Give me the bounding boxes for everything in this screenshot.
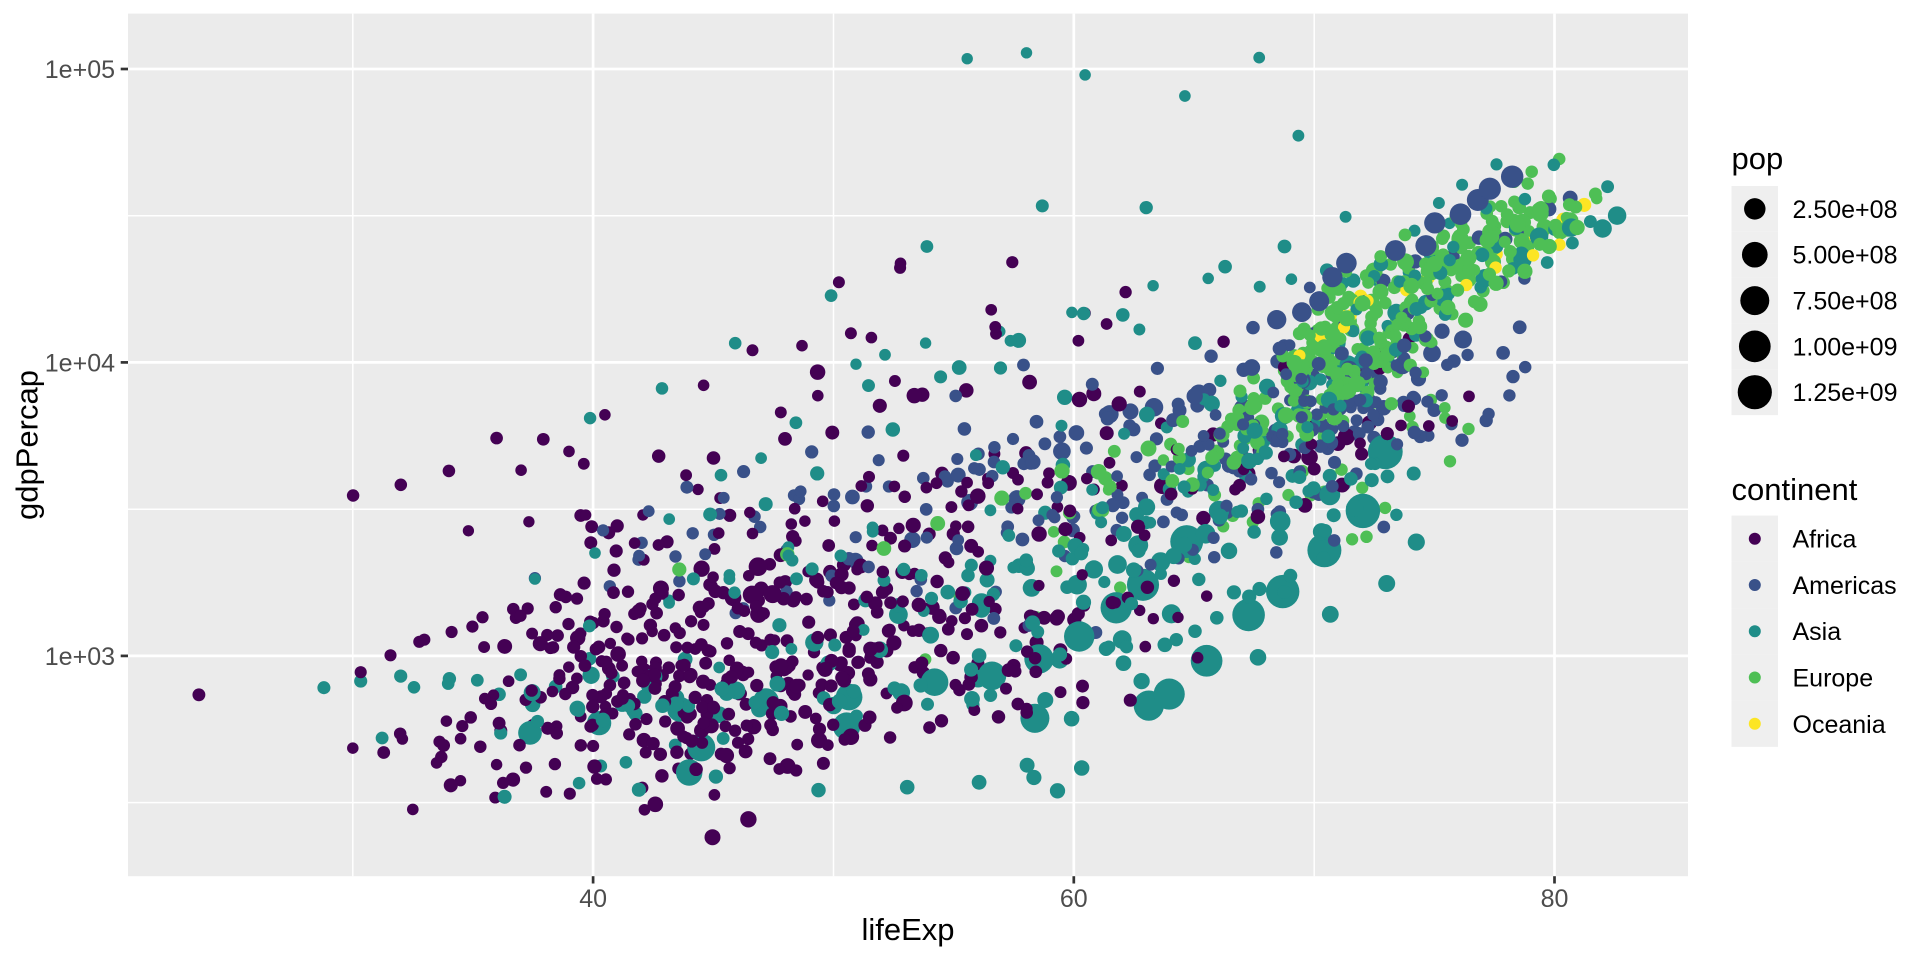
svg-text:2.50e+08: 2.50e+08 xyxy=(1793,196,1898,224)
svg-text:5.00e+08: 5.00e+08 xyxy=(1793,242,1898,270)
svg-text:gdpPercap: gdpPercap xyxy=(9,370,44,520)
svg-text:1.25e+09: 1.25e+09 xyxy=(1793,379,1898,407)
svg-text:1e+04: 1e+04 xyxy=(45,349,115,377)
svg-text:Americas: Americas xyxy=(1793,572,1897,600)
svg-text:Europe: Europe xyxy=(1793,665,1874,693)
svg-text:1.00e+09: 1.00e+09 xyxy=(1793,333,1898,361)
svg-text:1e+03: 1e+03 xyxy=(45,643,115,671)
svg-text:1e+05: 1e+05 xyxy=(45,56,115,84)
svg-text:7.50e+08: 7.50e+08 xyxy=(1793,288,1898,316)
svg-text:lifeExp: lifeExp xyxy=(861,912,954,947)
svg-text:Oceania: Oceania xyxy=(1793,711,1886,739)
svg-text:Africa: Africa xyxy=(1793,526,1857,554)
svg-text:60: 60 xyxy=(1060,885,1088,913)
svg-text:Asia: Asia xyxy=(1793,618,1842,646)
svg-text:pop: pop xyxy=(1732,141,1784,176)
svg-text:continent: continent xyxy=(1732,472,1858,507)
svg-text:40: 40 xyxy=(579,885,607,913)
svg-text:80: 80 xyxy=(1541,885,1569,913)
